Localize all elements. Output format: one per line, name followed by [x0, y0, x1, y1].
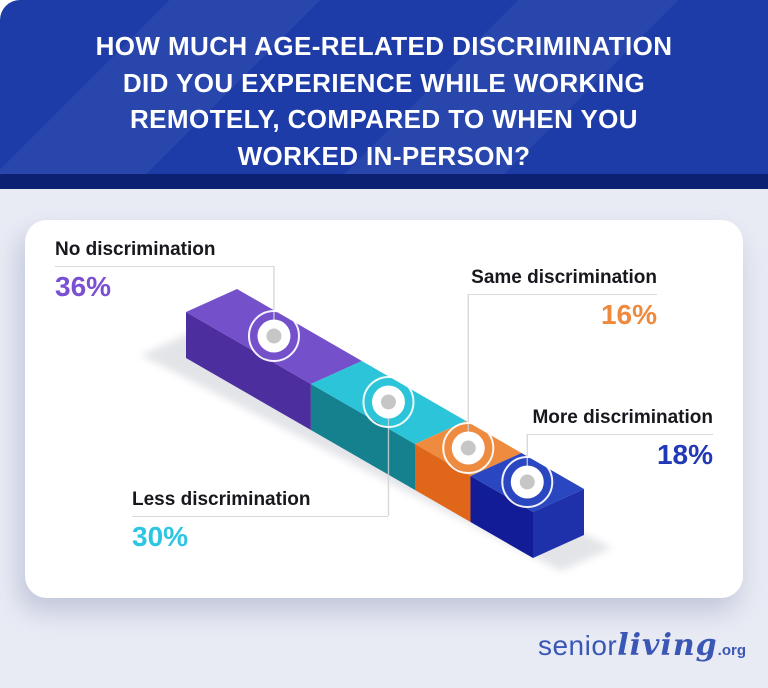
category-label: Less discrimination	[132, 489, 311, 510]
header-banner: HOW MUCH AGE-RELATED DISCRIMINATION DID …	[0, 0, 768, 174]
logo-senior-text: senior	[537, 630, 618, 661]
callout-no-discrimination: No discrimination 36%	[55, 238, 274, 302]
category-label: Same discrimination	[471, 267, 657, 288]
value-label: 16%	[600, 299, 657, 330]
seniorliving-logo[interactable]: seniorliving.org	[538, 628, 746, 663]
logo-living-text: living	[617, 628, 718, 663]
callout-same-discrimination: Same discrimination 16%	[468, 266, 657, 330]
title-line-1: HOW MUCH AGE-RELATED DISCRIMINATION	[95, 31, 673, 61]
callout-underline	[527, 434, 713, 435]
logo-tld-text: .org	[717, 642, 746, 659]
callout-underline	[132, 516, 388, 517]
callout-less-discrimination: Less discrimination 30%	[132, 488, 388, 552]
title-line-2: DID YOU EXPERIENCE WHILE WORKING	[122, 67, 646, 98]
callout-more-discrimination: More discrimination 18%	[527, 406, 713, 470]
title-line-3: REMOTELY, COMPARED TO WHEN YOU	[130, 104, 638, 134]
chart-title: HOW MUCH AGE-RELATED DISCRIMINATION DID …	[0, 28, 768, 174]
value-label: 30%	[132, 521, 189, 552]
title-line-4: WORKED IN-PERSON?	[237, 140, 531, 171]
value-label: 18%	[656, 439, 713, 470]
callout-underline	[468, 294, 657, 295]
category-label: More discrimination	[532, 407, 713, 428]
callout-underline	[55, 266, 274, 267]
header-accent-strip	[0, 174, 768, 189]
category-label: No discrimination	[55, 239, 216, 260]
value-label: 36%	[55, 271, 112, 302]
